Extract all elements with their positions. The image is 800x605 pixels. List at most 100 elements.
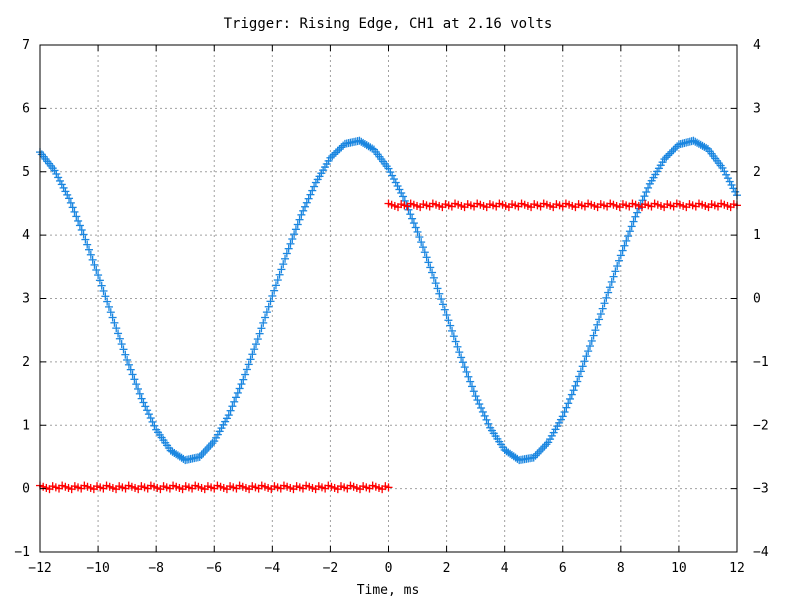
- x-tick-label: 8: [617, 561, 625, 576]
- interp-point: [576, 367, 585, 376]
- interp-point: [77, 225, 86, 234]
- interp-point: [257, 324, 266, 333]
- y2-tick-label: −4: [753, 545, 769, 560]
- interp-point: [729, 184, 738, 193]
- interp-point: [469, 387, 478, 396]
- data-point: [660, 155, 669, 164]
- interp-point: [330, 150, 339, 159]
- data-point: [297, 210, 306, 219]
- interp-point: [406, 210, 415, 219]
- interp-point: [85, 245, 94, 254]
- interp-point: [444, 316, 453, 325]
- data-point: [268, 291, 277, 300]
- interp-point: [255, 329, 264, 338]
- interp-point: [310, 182, 319, 191]
- y2-tick-label: 1: [753, 228, 761, 243]
- interp-point: [727, 180, 736, 189]
- y2-tick-label: 3: [753, 101, 761, 116]
- interp-point: [466, 377, 475, 386]
- interp-point: [424, 258, 433, 267]
- data-point: [384, 483, 393, 492]
- y2-tick-label: −3: [753, 482, 769, 497]
- data-point: [224, 411, 233, 420]
- interp-point: [582, 352, 591, 361]
- series-blue: [36, 136, 741, 465]
- y-tick-label: 3: [22, 292, 30, 307]
- interp-point: [86, 250, 95, 259]
- interp-point: [66, 198, 75, 207]
- data-point: [282, 249, 291, 258]
- interp-point: [295, 215, 304, 224]
- interp-point: [132, 380, 141, 389]
- interp-point: [595, 315, 604, 324]
- interp-point: [633, 208, 642, 217]
- interp-point: [57, 180, 66, 189]
- interp-point: [415, 233, 424, 242]
- interp-point: [197, 450, 206, 459]
- interp-point: [275, 270, 284, 279]
- interp-point: [103, 297, 112, 306]
- interp-point: [607, 277, 616, 286]
- interp-point: [242, 365, 251, 374]
- interp-point: [644, 183, 653, 192]
- interp-point: [411, 223, 420, 232]
- data-point: [94, 271, 103, 280]
- data-point: [718, 163, 727, 172]
- interp-point: [246, 355, 255, 364]
- interp-point: [627, 222, 636, 231]
- grid: [40, 45, 737, 552]
- data-point: [239, 375, 248, 384]
- interp-point: [482, 415, 491, 424]
- interp-point: [308, 186, 317, 195]
- interp-point: [114, 329, 123, 338]
- interp-point: [279, 260, 288, 269]
- x-tick-label: 6: [559, 561, 567, 576]
- data-point: [428, 268, 437, 277]
- interp-point: [431, 279, 440, 288]
- interp-point: [273, 276, 282, 285]
- x-tick-label: 0: [385, 561, 393, 576]
- interp-point: [101, 292, 110, 301]
- interp-point: [578, 362, 587, 371]
- interp-point: [449, 332, 458, 341]
- interp-point: [304, 194, 313, 203]
- data-point: [326, 153, 335, 162]
- interp-point: [266, 297, 275, 306]
- interp-point: [74, 216, 83, 225]
- interp-point: [566, 394, 575, 403]
- x-tick-label: −10: [86, 561, 109, 576]
- data-point: [399, 192, 408, 201]
- y2-tick-label: −2: [753, 418, 769, 433]
- data-point: [587, 336, 596, 345]
- interp-point: [580, 357, 589, 366]
- interp-point: [337, 143, 346, 152]
- interp-point: [126, 365, 135, 374]
- interp-point: [270, 286, 279, 295]
- interp-point: [542, 440, 551, 449]
- interp-point: [460, 363, 469, 372]
- data-point: [413, 227, 422, 236]
- interp-point: [618, 246, 627, 255]
- interp-point: [251, 340, 260, 349]
- data-point: [558, 412, 567, 421]
- data-point: [573, 377, 582, 386]
- interp-point: [291, 225, 300, 234]
- interp-point: [664, 151, 673, 160]
- interp-point: [284, 244, 293, 253]
- interp-point: [293, 220, 302, 229]
- interp-point: [241, 370, 250, 379]
- data-point: [602, 293, 611, 302]
- interp-point: [467, 382, 476, 391]
- interp-point: [640, 192, 649, 201]
- data-point: [50, 166, 59, 175]
- interp-point: [464, 372, 473, 381]
- x-tick-label: 10: [671, 561, 687, 576]
- interp-point: [106, 308, 115, 317]
- x-tick-label: 4: [501, 561, 509, 576]
- interp-point: [625, 227, 634, 236]
- interp-point: [388, 171, 397, 180]
- data-point: [137, 394, 146, 403]
- interp-point: [61, 187, 70, 196]
- y-tick-label: 6: [22, 101, 30, 116]
- y2-tick-label: 0: [753, 292, 761, 307]
